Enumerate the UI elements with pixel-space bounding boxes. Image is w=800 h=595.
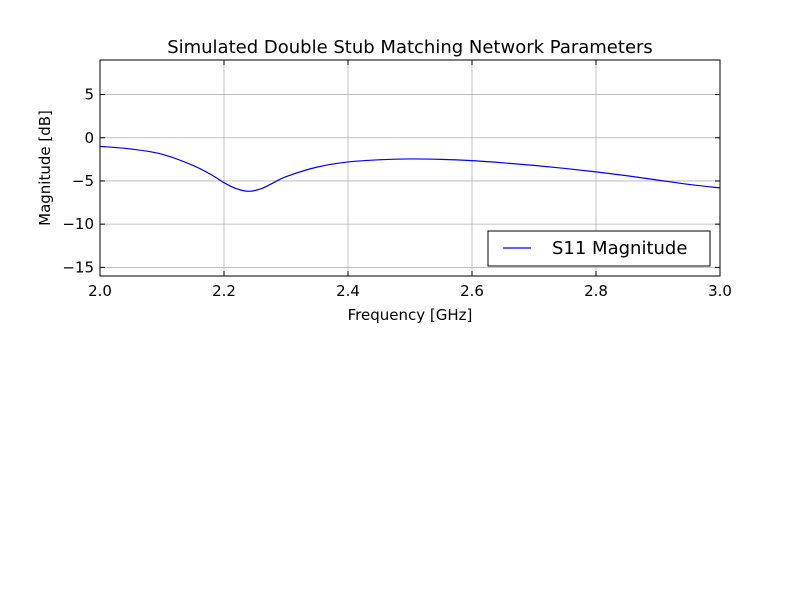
- x-tick-label: 2.8: [584, 282, 608, 300]
- y-tick-label: −10: [62, 215, 94, 233]
- legend-label-s11: S11 Magnitude: [552, 238, 687, 259]
- y-tick-label: −15: [62, 258, 94, 276]
- y-axis-label: Magnitude [dB]: [36, 110, 54, 226]
- y-axis: 5 0 −5 −10 −15: [62, 86, 720, 276]
- x-tick-label: 2.0: [88, 282, 112, 300]
- y-tick-label: 5: [84, 86, 94, 104]
- x-axis: 2.0 2.2 2.4 2.6 2.8 3.0: [88, 60, 732, 300]
- x-tick-label: 2.2: [212, 282, 236, 300]
- x-tick-label: 3.0: [708, 282, 732, 300]
- legend: S11 Magnitude: [487, 230, 711, 267]
- grid: [100, 60, 720, 276]
- y-tick-label: 0: [84, 129, 94, 147]
- x-axis-label: Frequency [GHz]: [348, 306, 473, 324]
- plot-area-frame: [99, 59, 721, 277]
- series-layer: [99, 145, 721, 192]
- y-tick-label: −5: [72, 172, 94, 190]
- x-tick-label: 2.4: [336, 282, 360, 300]
- x-tick-label: 2.6: [460, 282, 484, 300]
- chart-title: Simulated Double Stub Matching Network P…: [167, 37, 653, 58]
- series-line-s11-magnitude: [99, 145, 721, 192]
